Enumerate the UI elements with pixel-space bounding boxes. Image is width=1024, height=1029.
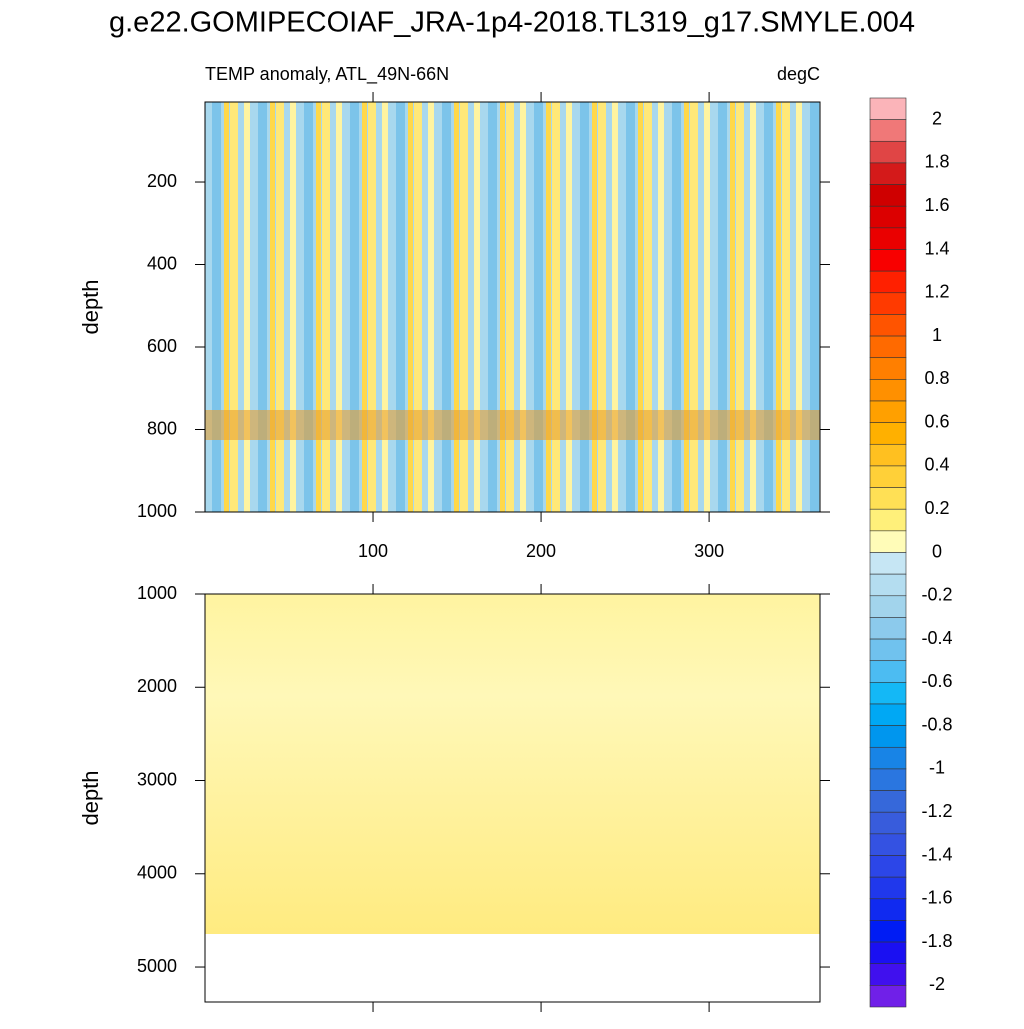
colorbar-box	[869, 140, 907, 164]
colorbar-label: 1.8	[924, 152, 949, 172]
colorbar-box	[869, 552, 907, 575]
subtitle-right: degC	[777, 64, 820, 84]
colorbar-label: 0.8	[924, 368, 949, 388]
colorbar-label: -0.4	[921, 628, 952, 648]
colorbar-box	[869, 573, 907, 597]
colorbar-box	[869, 855, 907, 878]
y-tick-label: 400	[147, 253, 177, 273]
colorbar-box	[869, 746, 907, 770]
colorbar-box	[869, 465, 907, 488]
y-tick-label: 2000	[137, 676, 177, 696]
colorbar-box	[869, 595, 907, 618]
colorbar-label: -1.2	[921, 801, 952, 821]
colorbar-box	[869, 790, 907, 813]
colorbar-box	[869, 530, 907, 553]
colorbar-box	[869, 119, 907, 142]
colorbar-label: 0.2	[924, 498, 949, 518]
colorbar-box	[869, 357, 907, 380]
colorbar-label: 2	[932, 108, 942, 128]
colorbar-box	[869, 508, 907, 532]
x-tick-label: 100	[358, 541, 388, 561]
y-tick-label: 4000	[137, 863, 177, 883]
subtitle-left: TEMP anomaly, ATL_49N-66N	[205, 64, 449, 85]
colorbar-label: -0.8	[921, 714, 952, 734]
colorbar-box	[869, 335, 907, 359]
colorbar-label: -1.8	[921, 931, 952, 951]
colorbar-label: 1.4	[924, 238, 949, 258]
colorbar-box	[869, 833, 907, 856]
colorbar-box	[869, 162, 907, 185]
colorbar-label: 1.2	[924, 282, 949, 302]
colorbar-box	[869, 400, 907, 423]
colorbar-box	[869, 184, 907, 207]
colorbar-box	[869, 314, 907, 337]
colorbar-box	[869, 985, 907, 1008]
colorbar-label: 0.6	[924, 411, 949, 431]
colorbar-label: -1.4	[921, 844, 952, 864]
colorbar-label: -2	[929, 974, 945, 994]
contour-fill	[205, 102, 820, 512]
colorbar-box	[869, 227, 907, 250]
y-tick-label: 800	[147, 418, 177, 438]
colorbar-box	[869, 379, 907, 402]
colorbar-box	[869, 898, 907, 921]
colorbar-box	[869, 97, 907, 120]
y-tick-label: 1000	[137, 583, 177, 603]
colorbar-label: -1.6	[921, 888, 952, 908]
plot-frame	[204, 593, 821, 1003]
colorbar-label: -0.6	[921, 671, 952, 691]
colorbar-box	[869, 205, 907, 229]
colorbar-box	[869, 660, 907, 683]
y-tick-label: 1000	[137, 501, 177, 521]
colorbar-label: -1	[929, 758, 945, 778]
colorbar-label: 1.6	[924, 195, 949, 215]
colorbar-box	[869, 703, 907, 726]
colorbar-box	[869, 725, 907, 748]
y-tick-label: 600	[147, 336, 177, 356]
colorbar-box	[869, 768, 907, 791]
colorbar-box	[869, 292, 907, 315]
colorbar-box	[869, 487, 907, 510]
colorbar-label: -0.2	[921, 585, 952, 605]
colorbar-box	[869, 638, 907, 662]
colorbar-label: 0.4	[924, 455, 949, 475]
colorbar-box	[869, 617, 907, 640]
colorbar-box	[869, 811, 907, 835]
colorbar-box	[869, 941, 907, 965]
y-tick-label: 3000	[137, 769, 177, 789]
x-tick-label: 300	[694, 541, 724, 561]
colorbar-box	[869, 920, 907, 943]
y-tick-label: 200	[147, 171, 177, 191]
x-tick-label: 200	[526, 541, 556, 561]
colorbar-box	[869, 270, 907, 294]
chart-title: g.e22.GOMIPECOIAF_JRA-1p4-2018.TL319_g17…	[109, 7, 915, 39]
colorbar-box	[869, 249, 907, 272]
contour-fill	[205, 594, 820, 934]
colorbar-box	[869, 443, 907, 467]
colorbar-box	[869, 963, 907, 986]
y-tick-label: 5000	[137, 956, 177, 976]
colorbar-label: 1	[932, 325, 942, 345]
colorbar-box	[869, 422, 907, 445]
y-axis-label: depth	[78, 770, 103, 825]
colorbar-box	[869, 876, 907, 900]
y-axis-label: depth	[78, 279, 103, 334]
colorbar-label: 0	[932, 541, 942, 561]
plot-frame	[204, 101, 821, 513]
colorbar-box	[869, 682, 907, 705]
